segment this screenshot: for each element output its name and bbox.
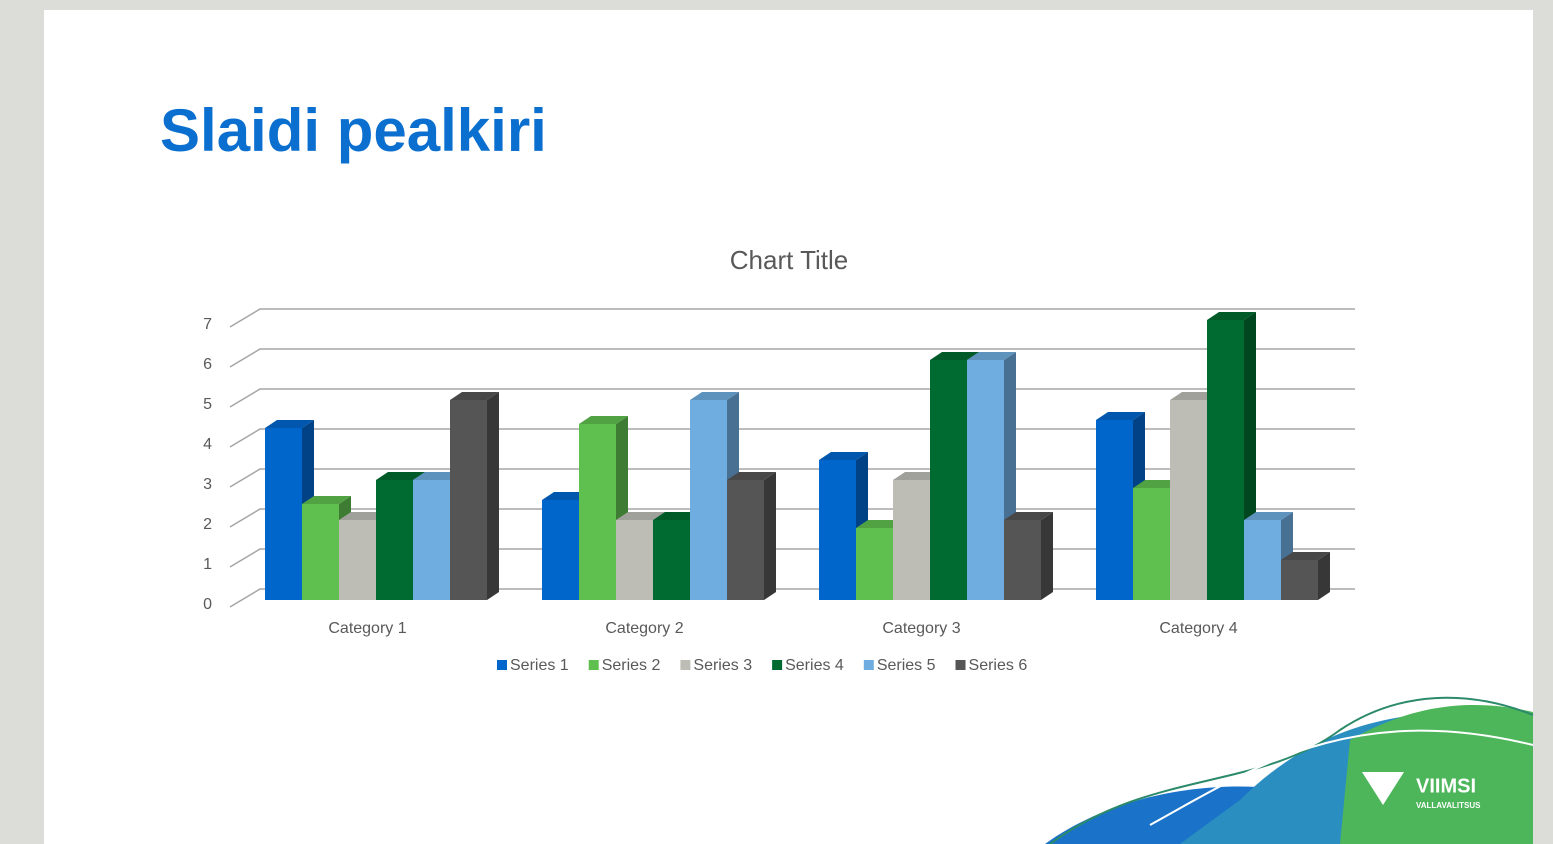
y-tick-label: 6 — [203, 356, 212, 373]
legend-swatch — [497, 660, 507, 670]
bar-front — [339, 520, 376, 600]
x-tick-label: Category 2 — [605, 620, 683, 637]
bar-front — [893, 480, 930, 600]
x-tick-label: Category 3 — [882, 620, 960, 637]
y-tick-label: 2 — [203, 516, 212, 533]
bar-front — [376, 480, 413, 600]
grid-line — [230, 349, 1355, 367]
bar-front — [653, 520, 690, 600]
bar-front — [967, 360, 1004, 600]
logo-name: VIIMSI — [1416, 775, 1476, 797]
bar-side — [764, 472, 776, 600]
y-tick-label: 5 — [203, 396, 212, 413]
legend-label: Series 5 — [877, 657, 936, 674]
y-tick-label: 7 — [203, 316, 212, 333]
y-tick-label: 3 — [203, 476, 212, 493]
bar-front — [819, 460, 856, 600]
bar — [727, 472, 776, 600]
bar-front — [1133, 488, 1170, 600]
legend-swatch — [772, 660, 782, 670]
legend-swatch — [864, 660, 874, 670]
bar-front — [1244, 520, 1281, 600]
bar-front — [616, 520, 653, 600]
bar-front — [856, 528, 893, 600]
bar-front — [265, 428, 302, 600]
x-tick-label: Category 4 — [1159, 620, 1237, 637]
legend-swatch — [956, 660, 966, 670]
bar-side — [487, 392, 499, 600]
bar-front — [1004, 520, 1041, 600]
page: Slaidi pealkiri Chart Title VIIMSI VALLA… — [0, 0, 1553, 844]
legend: Series 1 Series 2 Series 3 Series 4 Series 5… — [497, 657, 1027, 674]
bar-front — [579, 424, 616, 600]
logo: VIIMSI VALLAVALITSUS — [1045, 698, 1533, 844]
bar-front — [450, 400, 487, 600]
bar-front — [1170, 400, 1207, 600]
legend-label: Series 1 — [510, 657, 569, 674]
bar-side — [1041, 512, 1053, 600]
bar — [1281, 552, 1330, 600]
legend-label: Series 6 — [969, 657, 1028, 674]
bar-front — [1096, 420, 1133, 600]
bar-side — [1318, 552, 1330, 600]
legend-swatch — [589, 660, 599, 670]
chart: Slaidi pealkiri Chart Title VIIMSI VALLA… — [0, 0, 1553, 844]
y-tick-label: 4 — [203, 436, 212, 453]
y-tick-label: 0 — [203, 596, 212, 613]
legend-swatch — [680, 660, 690, 670]
bar-front — [1207, 320, 1244, 600]
legend-label: Series 4 — [785, 657, 844, 674]
chart-title: Chart Title — [730, 245, 849, 275]
legend-label: Series 2 — [602, 657, 661, 674]
bar — [450, 392, 499, 600]
x-tick-label: Category 1 — [328, 620, 406, 637]
grid-line — [230, 309, 1355, 327]
bar-front — [1281, 560, 1318, 600]
legend-label: Series 3 — [693, 657, 752, 674]
bar-front — [690, 400, 727, 600]
bar-front — [727, 480, 764, 600]
y-tick-label: 1 — [203, 556, 212, 573]
bar-front — [302, 504, 339, 600]
bar-front — [413, 480, 450, 600]
bar-front — [542, 500, 579, 600]
logo-sub: VALLAVALITSUS — [1416, 801, 1481, 810]
bar — [1004, 512, 1053, 600]
slide-title: Slaidi pealkiri — [160, 97, 547, 164]
bar-front — [930, 360, 967, 600]
